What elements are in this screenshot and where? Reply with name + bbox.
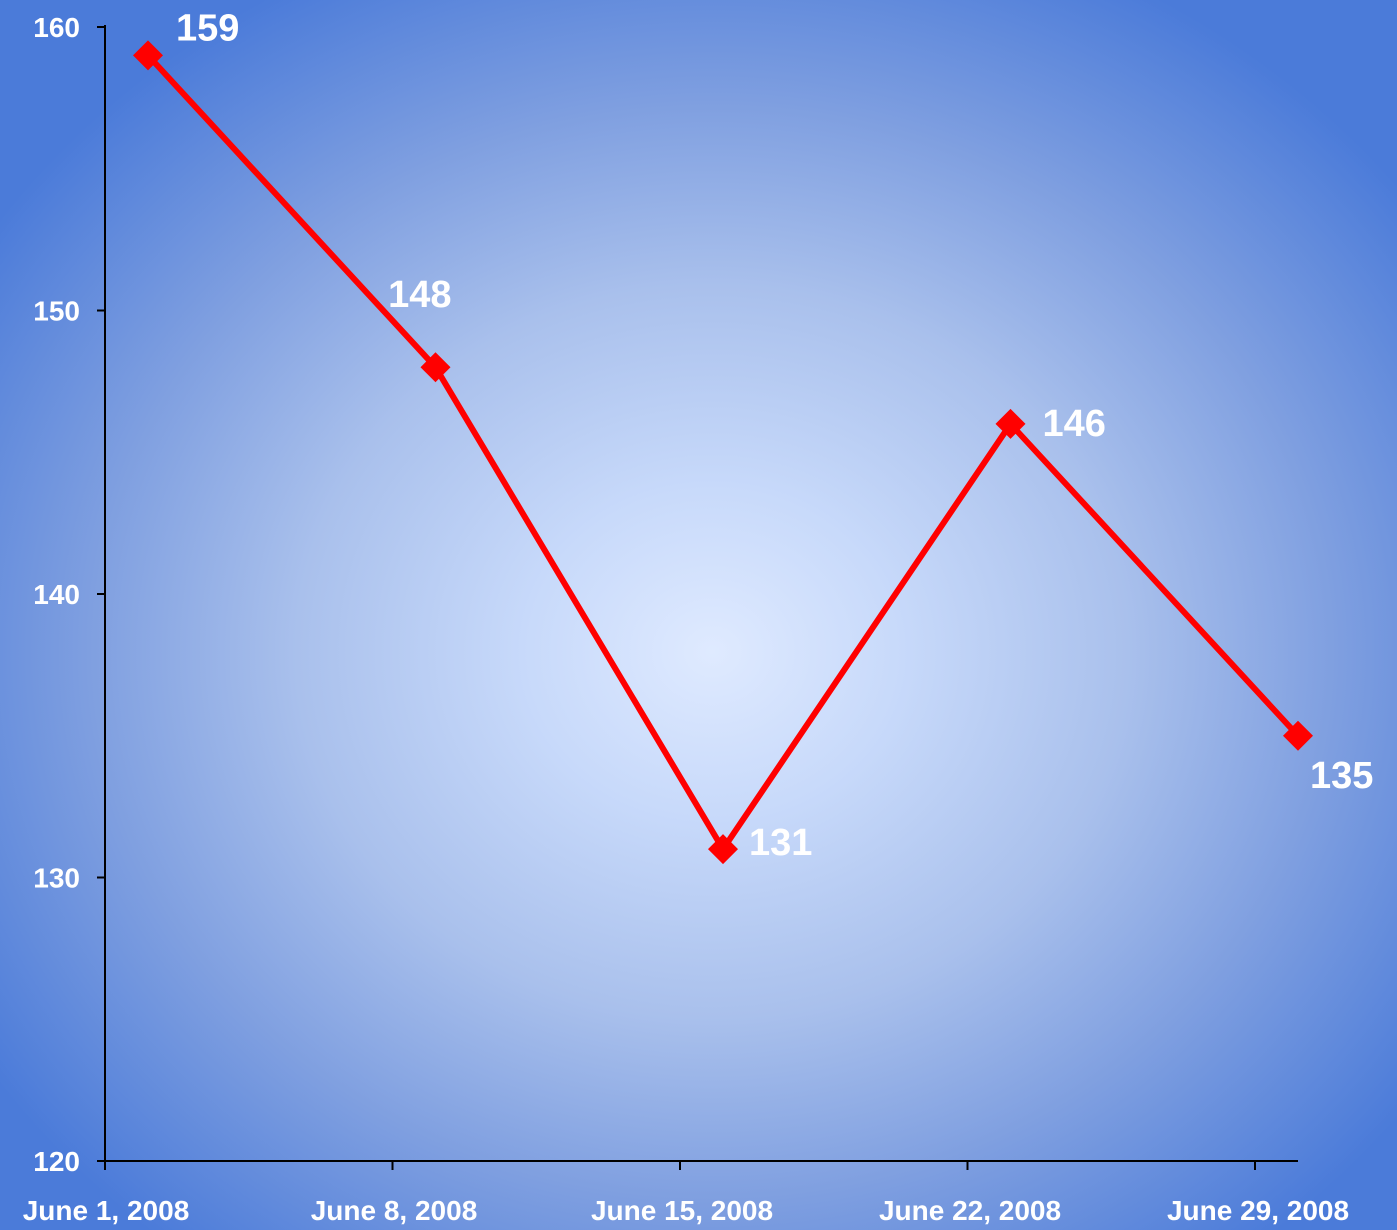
data-label: 148: [388, 274, 451, 316]
y-axis: 120 130 140 150 160: [33, 12, 106, 1177]
data-point-marker: [708, 834, 738, 865]
x-axis: June 1, 2008 June 8, 2008 June 15, 2008 Jun…: [23, 1160, 1349, 1226]
series-layer: [133, 40, 1313, 865]
x-tick-label: June 29, 2008: [1167, 1195, 1349, 1226]
data-point-marker: [1283, 720, 1313, 751]
data-label-layer: 159 148 131 146 135: [176, 7, 1373, 864]
x-tick-label: June 15, 2008: [591, 1195, 773, 1226]
y-tick-label: 150: [33, 296, 80, 327]
y-tick-label: 130: [33, 863, 80, 894]
y-tick-label: 160: [33, 12, 80, 43]
x-tick-label: June 8, 2008: [311, 1195, 478, 1226]
data-point-marker: [133, 40, 163, 71]
data-label: 146: [1043, 403, 1106, 445]
data-point-marker: [420, 352, 451, 383]
y-tick-label: 140: [33, 579, 80, 610]
data-point-marker: [995, 408, 1026, 439]
data-label: 135: [1310, 755, 1373, 797]
x-tick-label: June 1, 2008: [23, 1195, 190, 1226]
data-label: 159: [176, 7, 239, 49]
x-tick-label: June 22, 2008: [879, 1195, 1061, 1226]
y-tick-label: 120: [33, 1146, 80, 1177]
series-line: [145, 53, 1301, 855]
data-label: 131: [749, 822, 812, 864]
